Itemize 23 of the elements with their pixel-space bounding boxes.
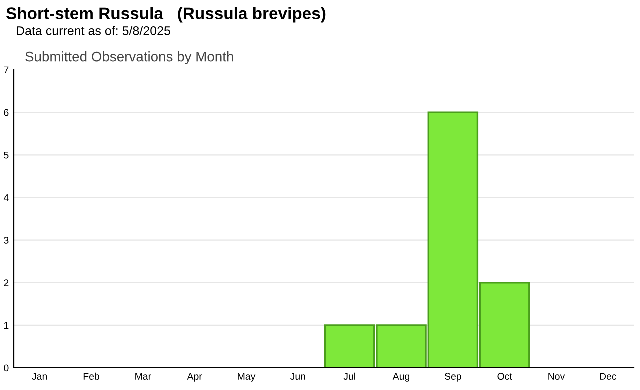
chart-title: Short-stem Russula (Russula brevipes): [6, 7, 326, 23]
y-tick-label: 6: [4, 109, 9, 116]
x-tick-label: May: [238, 373, 256, 382]
y-tick-label: 3: [4, 237, 9, 244]
x-tick-label: Oct: [498, 373, 512, 380]
x-tick-label: Jul: [344, 372, 356, 380]
y-tick-label: 1: [4, 322, 9, 329]
y-tick-label: 7: [4, 66, 9, 74]
y-tick-label: 0: [4, 364, 9, 372]
y-tick-label: 5: [4, 152, 9, 159]
x-tick-label: Jan: [32, 373, 48, 380]
text: Submitted Observations by Month: [26, 52, 234, 64]
x-tick-label: Nov: [548, 373, 566, 380]
y-tick-label: 2: [4, 280, 9, 286]
y-tick-label: 4: [4, 194, 9, 202]
chart-subtitle: Data current as of: 5/8/2025: [17, 26, 170, 36]
x-tick-label: Jun: [290, 373, 306, 380]
x-tick-label: Apr: [187, 373, 202, 382]
x-tick-label: Mar: [136, 373, 152, 380]
x-tick-label: Aug: [392, 373, 410, 382]
x-tick-label: Sep: [444, 373, 462, 382]
x-tick-label: Dec: [600, 373, 617, 380]
x-tick-label: Feb: [84, 372, 100, 380]
